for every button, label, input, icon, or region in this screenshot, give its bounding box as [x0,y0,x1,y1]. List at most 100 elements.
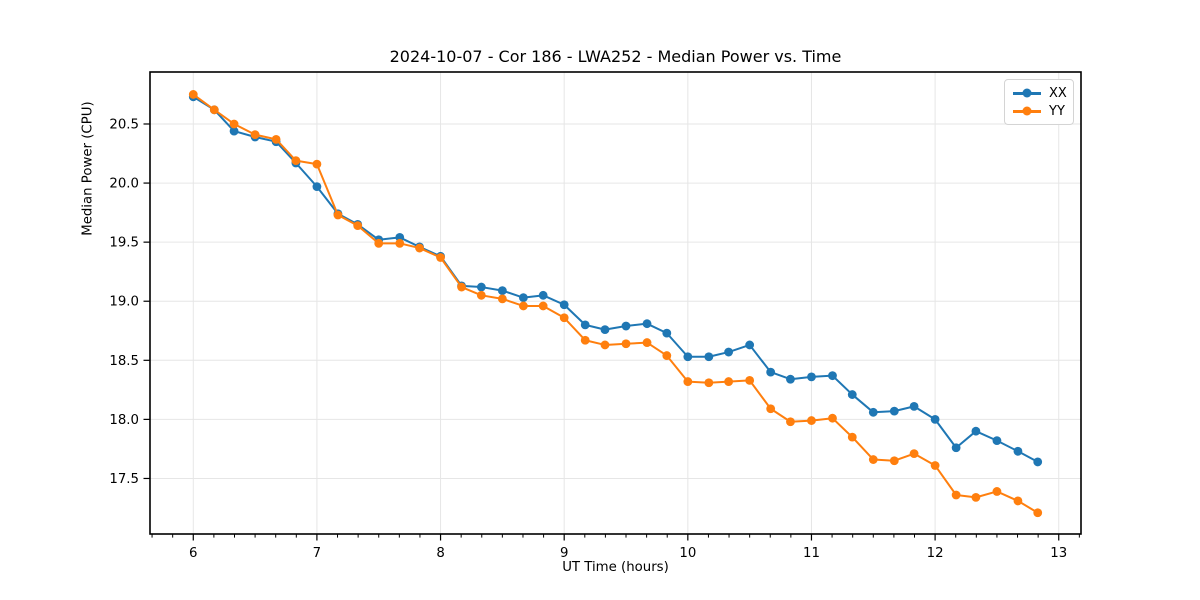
y-tick-label: 20.0 [109,177,139,192]
x-tick-label: 11 [803,546,820,561]
series-yy-marker [476,290,486,300]
series-yy-marker [1033,508,1043,518]
series-xx-marker [992,436,1002,446]
series-xx-marker [766,367,776,377]
series-xx-marker [497,286,507,295]
series-yy-marker [333,210,343,220]
series-xx-marker [662,328,672,338]
series-yy-marker [436,253,445,262]
series-yy-marker [353,221,363,231]
series-yy-marker [250,130,260,140]
y-tick-label: 17.5 [109,472,139,487]
series-yy-marker [312,159,322,169]
series-xx-marker [580,320,590,330]
series-xx-marker [745,340,755,350]
series-yy-marker [229,119,239,129]
series-yy-marker [683,377,693,386]
legend-label-yy: YY [1049,103,1065,119]
series-xx-marker [1013,446,1023,456]
series-xx-marker [909,401,919,411]
series-xx-marker [828,371,837,381]
series-xx-marker [1033,457,1043,467]
series-yy-marker [930,461,940,470]
series-xx-marker [786,374,795,384]
y-tick-label: 20.5 [109,117,139,132]
series-yy-marker [600,340,610,350]
series-yy-marker [518,301,528,311]
series-yy-marker [828,413,837,423]
x-tick-label: 7 [313,546,321,561]
series-yy-marker [909,449,919,459]
series-yy-marker [889,456,899,466]
series-xx-marker [868,407,878,417]
series-xx-marker [683,352,693,362]
series-xx-marker [847,390,857,399]
series-yy-marker [209,105,219,115]
series-yy-marker [415,243,424,253]
x-tick-label: 8 [436,546,444,561]
series-xx-marker [518,293,528,303]
series-yy-line [192,93,1039,514]
x-tick-label: 9 [560,546,568,561]
series-yy-marker [457,282,466,292]
series-xx-marker [559,300,569,310]
series-yy-marker [766,404,776,414]
series-xx-marker [724,347,734,357]
legend: XX YY [1004,79,1074,125]
series-yy-marker [868,455,878,464]
series-xx-marker [476,282,486,292]
series-yy-marker [662,351,672,360]
x-tick-label: 10 [679,546,696,561]
series-yy-marker [992,487,1002,496]
series-yy-marker [374,238,384,248]
axes-frame [149,71,1082,535]
series-yy-marker [580,335,590,345]
x-axis-label: UT Time (hours) [562,560,669,575]
series-xx-marker [930,414,940,424]
x-tick-label: 6 [189,546,197,561]
series-xx-marker [312,182,322,192]
series-yy-marker [745,375,755,385]
y-tick-label: 19.5 [109,236,139,251]
series-yy-marker [704,378,714,388]
legend-item-yy: YY [1013,102,1065,120]
series-yy-marker [971,492,981,502]
series-xx-marker [621,321,631,331]
series-xx-marker [229,126,239,136]
series-yy-marker [271,134,281,144]
legend-dot-icon [1022,88,1032,98]
series-yy-marker [807,416,816,425]
series-yy-marker [621,339,631,349]
series-xx-marker [971,426,981,436]
legend-line-swatch-yy [1013,106,1041,116]
series-yy-marker [1013,496,1023,506]
series-xx-marker [642,319,652,329]
y-tick-label: 18.5 [109,354,139,369]
series-yy-marker [291,156,301,166]
series-yy-marker [847,432,857,442]
chart-title: 2024-10-07 - Cor 186 - LWA252 - Median P… [389,47,842,66]
series-xx-marker [704,352,714,362]
x-tick-label: 13 [1050,546,1067,561]
y-tick-label: 19.0 [109,295,139,310]
series-xx-marker [889,406,899,416]
series-yy-marker [395,238,405,248]
y-axis-label-text: Median Power (CPU) [80,101,96,236]
legend-item-xx: XX [1013,84,1067,102]
series-yy-marker [538,301,548,311]
series-yy-marker [188,90,198,99]
series-yy-marker [951,490,961,500]
series-yy-marker [642,338,652,347]
legend-line-swatch-xx [1013,88,1041,98]
y-tick-label: 18.0 [109,413,139,428]
series-xx-marker [538,290,548,300]
series-xx-marker [600,325,610,334]
series-yy-marker [559,313,569,323]
series-xx-marker [951,443,961,453]
series-yy-marker [786,417,795,427]
legend-dot-icon [1022,106,1032,116]
series-yy-marker [497,294,507,304]
x-tick-label: 12 [927,546,944,561]
